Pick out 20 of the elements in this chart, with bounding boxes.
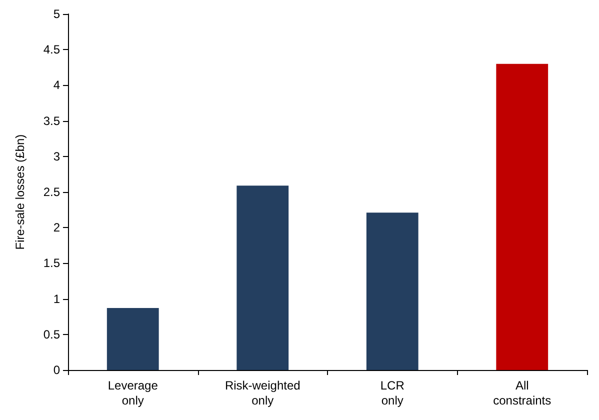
bar [496,64,548,370]
bar [366,212,418,370]
y-tick-label: 2 [53,220,60,235]
y-tick-label: 0 [53,363,60,377]
x-tick-label: All constraints [493,378,552,408]
y-tick-label: 1 [53,292,60,306]
y-tick-label: 0.5 [43,327,60,342]
y-tick-label: 1.5 [43,256,60,270]
bar [236,186,289,370]
y-tick-label: 4.5 [43,42,60,57]
y-axis-title: Fire-sale losses (£bn) [13,134,27,250]
y-tick-label: 3.5 [43,114,60,128]
x-tick-label: Leverage only [108,378,158,408]
y-tick-label: 2.5 [43,185,60,199]
x-tick-label: LCR only [380,378,405,408]
bar [106,308,159,370]
y-tick-label: 3 [53,149,60,164]
x-tick-label: Risk-weighted only [224,378,300,408]
y-tick-label: 4 [53,78,60,92]
y-tick-label: 5 [53,7,60,21]
